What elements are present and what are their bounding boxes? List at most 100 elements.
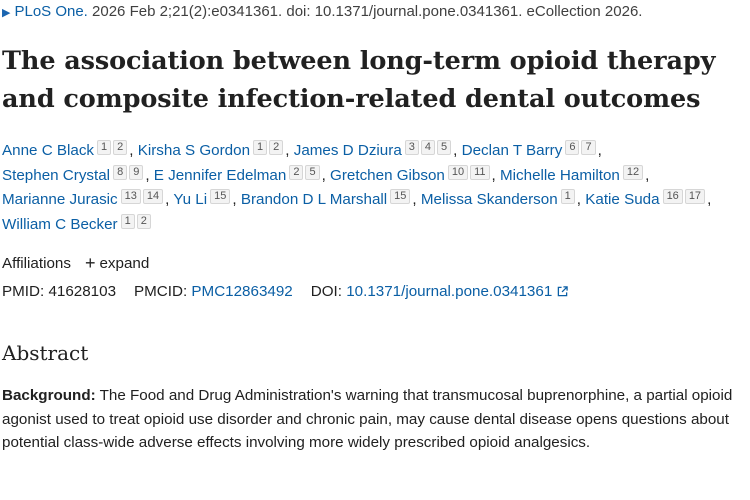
affiliation-number-link[interactable]: 2 [136, 213, 151, 229]
citation-line: ▶ PLoS One. 2026 Feb 2;21(2):e0341361. do… [2, 3, 642, 20]
pmcid-link[interactable]: PMC12863492 [191, 283, 293, 300]
identifiers-row: PMID: 41628103 PMCID: PMC12863492 DOI: 10.… [2, 283, 568, 300]
expand-arrow-icon[interactable]: ▶ [2, 7, 11, 19]
author-item: Marianne Jurasic 13 14, [2, 189, 170, 208]
author-item: James D Dziura 3 4 5, [293, 140, 458, 159]
affiliation-number-link[interactable]: 14 [142, 189, 164, 204]
affiliation-number-link[interactable]: 17 [684, 189, 706, 204]
author-link[interactable]: Anne C Black [2, 142, 95, 159]
article-title: The association between long-term opioid… [2, 46, 716, 114]
affiliation-number-link[interactable]: 11 [470, 164, 490, 180]
author-affiliation-refs: 1 [560, 183, 577, 208]
plus-icon: + [84, 253, 96, 273]
affiliation-number-link[interactable]: 1 [120, 213, 135, 229]
affiliation-number-link[interactable]: 16 [662, 189, 683, 204]
author-link[interactable]: Stephen Crystal [2, 166, 111, 184]
author-separator: , [576, 191, 582, 208]
author-separator: , [645, 166, 650, 184]
author-separator: , [285, 142, 290, 159]
affiliation-number-link[interactable]: 15 [210, 189, 231, 204]
author-link[interactable]: E Jennifer Edelman [153, 166, 287, 184]
pmid-label: PMID: [2, 283, 45, 300]
author-link[interactable]: Katie Suda [585, 191, 660, 208]
author-separator: , [453, 142, 458, 159]
affiliation-number-link[interactable]: 2 [289, 164, 304, 180]
abstract-background: Background: The Food and Drug Administra… [2, 384, 746, 455]
author-item: Gretchen Gibson 10 11, [330, 164, 496, 184]
pmcid-label: PMCID: [134, 283, 188, 300]
author-item: Brandon D L Marshall 15, [240, 189, 417, 208]
author-item: William C Becker 1 2 [2, 213, 153, 233]
author-link[interactable]: William C Becker [2, 215, 118, 233]
author-link[interactable]: Brandon D L Marshall [240, 191, 388, 208]
author-separator: , [707, 191, 712, 208]
affiliation-number-link[interactable]: 9 [129, 164, 144, 180]
author-item: Katie Suda 16 17, [585, 189, 712, 208]
external-link-icon [557, 286, 568, 297]
affiliation-number-link[interactable]: 6 [565, 140, 580, 155]
affiliations-toggle[interactable]: Affiliations + expand [2, 253, 150, 273]
affiliation-number-link[interactable]: 7 [581, 140, 596, 155]
affiliation-number-link[interactable]: 8 [113, 164, 128, 180]
author-item: E Jennifer Edelman 2 5, [153, 164, 326, 184]
author-link[interactable]: Kirsha S Gordon [137, 142, 251, 159]
affiliation-number-link[interactable]: 13 [120, 189, 141, 204]
author-item: Anne C Black 1 2, [2, 140, 134, 159]
author-separator: , [145, 166, 150, 184]
author-item: Kirsha S Gordon 1 2, [137, 140, 290, 159]
author-item: Yu Li 15, [173, 189, 237, 208]
author-item: Stephen Crystal 8 9, [2, 164, 150, 184]
affiliation-number-link[interactable]: 1 [560, 189, 575, 204]
expand-label: expand [99, 255, 150, 272]
author-link[interactable]: Michelle Hamilton [500, 166, 620, 184]
author-item: Melissa Skanderson 1, [420, 189, 582, 208]
author-link[interactable]: Yu Li [173, 191, 208, 208]
affiliation-number-link[interactable]: 10 [447, 164, 469, 180]
author-link[interactable]: Gretchen Gibson [330, 166, 445, 184]
citation-details: 2026 Feb 2;21(2):e0341361. doi: 10.1371/… [92, 3, 643, 20]
affiliation-number-link[interactable]: 4 [420, 140, 436, 155]
affiliation-number-link[interactable]: 1 [253, 140, 268, 155]
author-link[interactable]: James D Dziura [293, 142, 402, 159]
author-separator: , [321, 166, 326, 184]
background-text: The Food and Drug Administration's warni… [2, 387, 733, 451]
affiliation-number-link[interactable]: 12 [622, 164, 644, 180]
abstract-heading: Abstract [2, 341, 89, 365]
author-item: Michelle Hamilton 12, [500, 164, 650, 184]
doi-value: 10.1371/journal.pone.0341361 [346, 283, 553, 300]
author-separator: , [232, 191, 237, 208]
affiliation-number-link[interactable]: 15 [390, 189, 411, 204]
doi-link[interactable]: 10.1371/journal.pone.0341361 [346, 283, 568, 300]
pmid-value: 41628103 [48, 283, 117, 300]
background-label: Background: [2, 387, 96, 404]
doi-label: DOI: [310, 283, 342, 300]
author-affiliation-refs: 12 [622, 159, 645, 184]
author-separator: , [129, 142, 134, 159]
affiliation-number-link[interactable]: 5 [305, 164, 320, 180]
author-separator: , [597, 142, 602, 159]
author-link[interactable]: Marianne Jurasic [2, 191, 118, 208]
author-separator: , [165, 191, 170, 208]
author-link[interactable]: Declan T Barry [461, 142, 563, 159]
author-separator: , [412, 191, 417, 208]
affiliation-number-link[interactable]: 3 [404, 140, 419, 155]
affiliation-number-link[interactable]: 5 [437, 140, 452, 155]
affiliation-number-link[interactable]: 2 [113, 140, 128, 155]
journal-link[interactable]: PLoS One. [14, 3, 88, 20]
authors-list: Anne C Black 1 2, Kirsha S Gordon 1 2, James… [2, 139, 748, 237]
affiliation-number-link[interactable]: 1 [97, 140, 112, 155]
affiliations-label: Affiliations [2, 255, 71, 272]
author-item: Declan T Barry 6 7, [461, 140, 602, 159]
affiliation-number-link[interactable]: 2 [269, 140, 284, 155]
author-link[interactable]: Melissa Skanderson [420, 191, 558, 208]
author-affiliation-refs: 10 11 [447, 159, 492, 184]
author-affiliation-refs: 15 [210, 183, 232, 208]
author-separator: , [491, 166, 496, 184]
